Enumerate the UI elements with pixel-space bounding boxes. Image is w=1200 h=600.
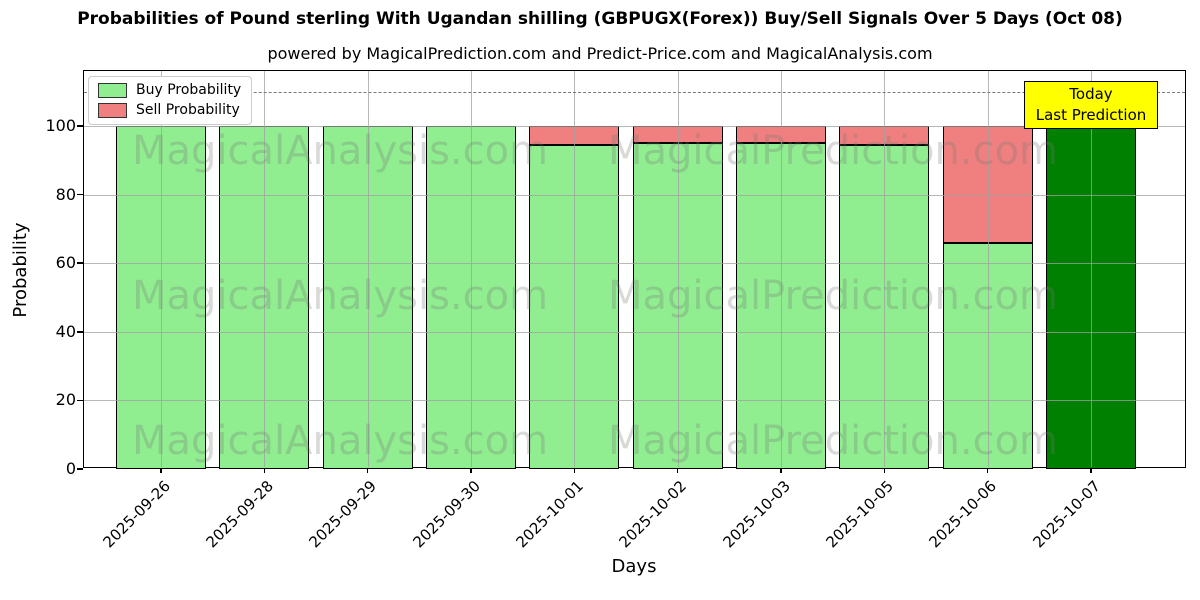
today-annotation-box: Today Last Prediction bbox=[1024, 81, 1158, 129]
dashed-threshold-line bbox=[84, 91, 1185, 93]
v-gridline-6 bbox=[780, 71, 782, 467]
y-tick-40 bbox=[77, 330, 83, 333]
v-gridline-1 bbox=[264, 71, 266, 467]
x-tick-6 bbox=[780, 467, 782, 473]
v-gridline-5 bbox=[677, 71, 679, 467]
chart-subtitle: powered by MagicalPrediction.com and Pre… bbox=[267, 44, 933, 63]
y-tick-label-60: 60 bbox=[55, 253, 76, 273]
y-tick-label-80: 80 bbox=[55, 184, 76, 204]
chart-title: Probabilities of Pound sterling With Uga… bbox=[77, 9, 1123, 29]
legend-label-buy: Buy Probability bbox=[136, 82, 242, 98]
annotation-line-2: Last Prediction bbox=[1035, 106, 1147, 124]
h-gridline-40 bbox=[84, 331, 1185, 333]
v-gridline-7 bbox=[884, 71, 886, 467]
buy-color-swatch bbox=[98, 83, 127, 98]
x-tick-4 bbox=[573, 467, 576, 473]
x-tick-label-text: 2025-09-29 bbox=[306, 477, 381, 552]
x-tick-8 bbox=[986, 467, 989, 473]
x-axis-label: Days bbox=[611, 556, 657, 577]
h-gridline-20 bbox=[84, 400, 1185, 402]
x-tick-7 bbox=[883, 467, 886, 473]
x-tick-label-text: 2025-10-07 bbox=[1029, 477, 1104, 552]
h-gridline-80 bbox=[84, 194, 1185, 196]
chart-legend: Buy Probability Sell Probability bbox=[88, 76, 253, 125]
y-tick-80 bbox=[77, 193, 83, 196]
x-tick-2 bbox=[366, 467, 369, 473]
y-tick-0 bbox=[77, 468, 83, 470]
plot-area: 0 20 40 60 80 100 2025-09-26 2025-09-28 2025-09-… bbox=[45, 70, 1186, 551]
x-tick-label-text: 2025-10-02 bbox=[615, 477, 691, 552]
y-tick-20 bbox=[77, 399, 83, 402]
x-tick-label-text: 2025-09-26 bbox=[99, 477, 174, 552]
y-tick-100 bbox=[77, 125, 83, 127]
y-tick-60 bbox=[77, 262, 83, 264]
x-tick-1 bbox=[263, 467, 266, 473]
v-gridline-0 bbox=[161, 71, 162, 467]
y-tick-label-40: 40 bbox=[55, 321, 76, 341]
legend-item-buy: Buy Probability bbox=[98, 83, 241, 98]
v-gridline-3 bbox=[470, 71, 472, 467]
legend-label-sell: Sell Probability bbox=[136, 102, 240, 118]
x-tick-5 bbox=[676, 467, 679, 473]
y-tick-label-0: 0 bbox=[65, 459, 76, 478]
x-tick-label-text: 2025-09-28 bbox=[202, 477, 278, 552]
x-tick-label-text: 2025-10-01 bbox=[512, 477, 588, 552]
x-tick-0 bbox=[160, 467, 162, 473]
x-tick-label-text: 2025-10-06 bbox=[925, 477, 1001, 552]
v-gridline-8 bbox=[987, 71, 989, 467]
annotation-line-1: Today bbox=[1069, 85, 1113, 103]
legend-item-sell: Sell Probability bbox=[98, 103, 241, 118]
y-tick-label-20: 20 bbox=[55, 390, 76, 410]
x-tick-label-text: 2025-10-03 bbox=[719, 477, 794, 552]
x-tick-3 bbox=[470, 467, 472, 473]
x-tick-label-text: 2025-10-05 bbox=[822, 477, 898, 552]
y-tick-label-100: 100 bbox=[45, 115, 76, 135]
x-tick-label-text: 2025-09-30 bbox=[409, 477, 484, 552]
v-gridline-9 bbox=[1090, 71, 1092, 467]
x-tick-9 bbox=[1090, 467, 1092, 473]
v-gridline-4 bbox=[574, 71, 576, 467]
sell-color-swatch bbox=[98, 103, 127, 118]
h-gridline-60 bbox=[84, 263, 1185, 265]
v-gridline-2 bbox=[367, 71, 369, 467]
h-gridline-100 bbox=[84, 125, 1185, 127]
